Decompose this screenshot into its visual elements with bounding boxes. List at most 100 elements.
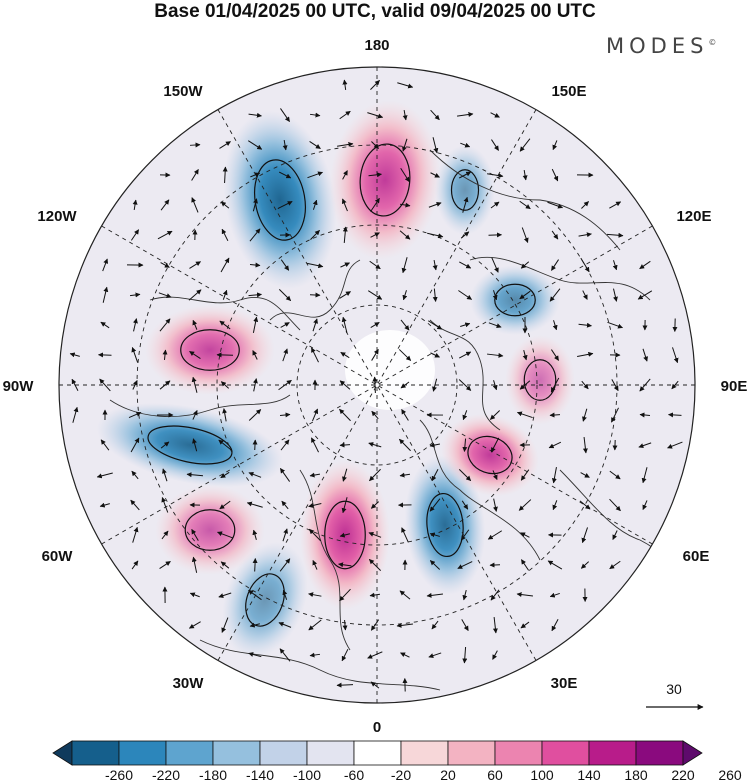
wind-arrow <box>368 442 382 448</box>
wind-arrow <box>667 441 683 449</box>
wind-arrow <box>551 467 557 484</box>
wind-arrow <box>551 259 559 271</box>
wind-arrow <box>458 469 472 481</box>
colorbar-tick-label: -260 <box>105 767 133 783</box>
colorbar-swatch <box>118 740 167 766</box>
contour-line <box>450 169 480 211</box>
wind-arrow <box>402 290 408 301</box>
lon-label-120w: 120W <box>37 208 77 225</box>
wind-arrow <box>399 438 411 452</box>
lon-label-0: 0 <box>373 719 381 736</box>
wind-arrow <box>248 112 262 118</box>
wind-arrow <box>369 260 381 270</box>
positive-anomaly <box>505 335 575 425</box>
wind-arrow <box>516 592 533 598</box>
wind-arrow <box>402 109 408 121</box>
lon-label-60e: 60E <box>683 548 710 565</box>
wind-arrow <box>130 229 140 241</box>
wind-arrow <box>277 200 293 210</box>
wind-arrow <box>430 109 440 121</box>
contour-line <box>147 425 233 465</box>
wind-arrow <box>342 468 348 482</box>
wind-arrow <box>307 171 324 179</box>
colorbar-swatch <box>259 740 308 766</box>
wind-arrow <box>458 290 473 300</box>
wind-arrow <box>399 590 411 600</box>
brand-logo: MODES© <box>606 34 717 58</box>
colorbar-tick-label: -140 <box>246 767 274 783</box>
wind-arrow <box>71 378 79 392</box>
wind-arrow <box>428 201 442 208</box>
lon-label-60w: 60W <box>42 548 74 565</box>
wind-arrow <box>550 377 560 393</box>
wind-arrow <box>401 257 408 274</box>
wind-arrow <box>249 262 261 268</box>
map-border <box>58 66 696 704</box>
wind-arrow <box>518 499 532 511</box>
wind-arrow <box>248 589 262 601</box>
wind-arrow <box>279 468 291 482</box>
wind-arrow <box>492 290 498 301</box>
wind-arrow <box>159 561 171 569</box>
coastline <box>429 319 501 431</box>
wind-arrow <box>489 562 501 568</box>
wind-arrow <box>310 437 320 453</box>
wind-arrow <box>520 469 530 481</box>
wind-arrow <box>370 681 380 689</box>
wind-arrow <box>342 170 348 180</box>
wind-arrow <box>396 622 414 628</box>
wind-arrow <box>461 619 469 632</box>
wind-arrow <box>189 592 200 598</box>
wind-arrow <box>69 352 80 358</box>
wind-arrow <box>278 171 292 179</box>
colorbar-swatch <box>52 740 73 766</box>
wind-arrow <box>339 442 351 448</box>
wind-arrow <box>282 589 288 600</box>
colorbar-swatch <box>306 740 355 766</box>
wind-arrow <box>490 437 500 453</box>
wind-arrow <box>402 138 408 152</box>
wind-arrow <box>308 619 322 631</box>
wind-arrow <box>639 378 651 392</box>
negative-anomaly <box>223 110 337 290</box>
coastline <box>429 149 621 251</box>
wind-arrow <box>607 321 623 329</box>
lon-label-90e: 90E <box>721 378 748 395</box>
wind-arrow <box>400 167 410 183</box>
colorbar-tick-label: -220 <box>152 767 180 783</box>
wind-arrow <box>339 532 350 538</box>
wind-arrow <box>219 500 231 510</box>
wind-arrow <box>132 380 138 390</box>
wind-arrow <box>489 410 501 420</box>
reference-vector-label: 30 <box>666 681 682 697</box>
wind-arrow <box>339 408 351 422</box>
wind-arrow <box>639 260 651 270</box>
wind-arrow <box>642 500 648 511</box>
wind-arrow <box>519 380 531 390</box>
wind-arrow <box>431 469 439 482</box>
wind-arrow <box>492 498 498 512</box>
wind-arrow <box>521 227 529 243</box>
wind-arrow <box>370 232 380 238</box>
wind-arrow <box>520 532 530 538</box>
wind-arrow <box>157 230 173 240</box>
wind-arrow <box>432 288 438 302</box>
meridian <box>217 109 537 661</box>
wind-arrow <box>96 472 113 479</box>
wind-arrow <box>492 380 498 391</box>
wind-arrow <box>609 470 621 480</box>
wind-arrow <box>368 172 382 178</box>
positive-anomaly <box>329 100 441 260</box>
wind-arrow <box>339 110 351 120</box>
wind-arrow <box>426 592 444 598</box>
colorbar-swatch <box>212 740 261 766</box>
wind-arrow <box>520 261 530 269</box>
wind-arrow <box>340 351 350 359</box>
colorbar-tick-label: 260 <box>718 767 742 783</box>
colorbar-tick-label: 220 <box>671 767 695 783</box>
wind-arrow <box>459 261 472 269</box>
wind-arrow <box>581 527 589 544</box>
wind-arrow <box>309 652 321 658</box>
wind-arrow <box>367 651 383 659</box>
wind-arrow <box>492 470 498 481</box>
